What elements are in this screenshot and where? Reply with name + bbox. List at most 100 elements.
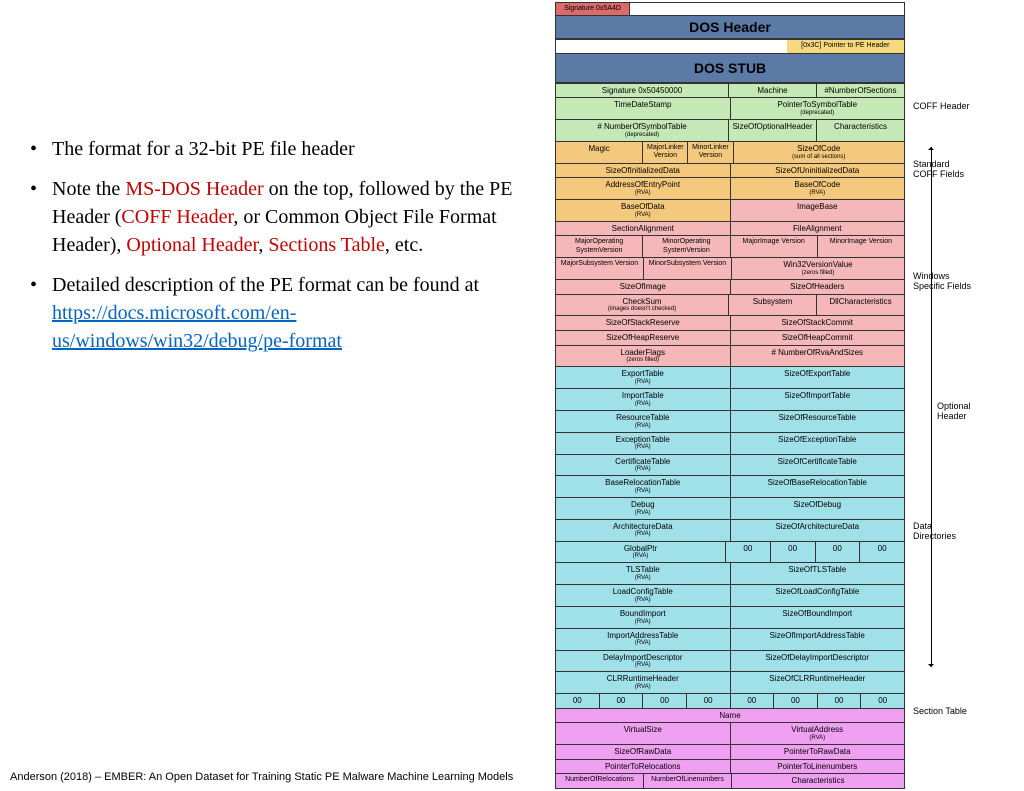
field-cell: Debug(RVA) xyxy=(556,498,731,519)
field-cell: 00 xyxy=(731,694,775,708)
field-cell: PointerToRelocations xyxy=(556,760,731,774)
field-cell: MinorLinker Version xyxy=(688,142,733,163)
field-cell: SizeOfBoundImport xyxy=(731,607,905,628)
field-cell: SizeOfExportTable xyxy=(731,367,905,388)
field-cell: FileAlignment xyxy=(731,222,905,236)
field-cell: VirtualAddress(RVA) xyxy=(731,723,905,744)
field-cell: MinorOperating SystemVersion xyxy=(643,236,730,257)
lbl-sectbl: Section Table xyxy=(913,707,967,717)
field-cell: VirtualSize xyxy=(556,723,731,744)
field-cell: SizeOfCode(sum of all sections) xyxy=(734,142,905,163)
lbl-winspec: Windows Specific Fields xyxy=(913,272,975,292)
field-cell: Magic xyxy=(556,142,643,163)
field-cell: LoadConfigTable(RVA) xyxy=(556,585,731,606)
field-cell: Subsystem xyxy=(729,295,817,316)
field-cell: SizeOfOptionalHeader xyxy=(729,120,817,141)
field-cell: 00 xyxy=(556,694,600,708)
field-cell: #NumberOfSections xyxy=(817,84,904,98)
field-cell: 00 xyxy=(771,542,816,563)
field-cell: 00 xyxy=(726,542,771,563)
field-cell: # NumberOfRvaAndSizes xyxy=(731,346,905,367)
field-cell: 00 xyxy=(860,542,904,563)
field-cell: ImageBase xyxy=(731,200,905,221)
field-cell: AddressOfEntryPoint(RVA) xyxy=(556,178,731,199)
dos-header: DOS Header xyxy=(555,15,905,39)
field-cell: CertificateTable(RVA) xyxy=(556,455,731,476)
citation: Anderson (2018) – EMBER: An Open Dataset… xyxy=(10,771,513,783)
field-cell: Signature 0x50450000 xyxy=(556,84,729,98)
sig-cell: Signature 0x5A4D xyxy=(556,3,630,15)
field-cell: ExceptionTable(RVA) xyxy=(556,433,731,454)
field-cell: ExportTable(RVA) xyxy=(556,367,731,388)
bullet-3: Detailed description of the PE format ca… xyxy=(30,271,530,355)
field-cell: SizeOfHeaders xyxy=(731,280,905,294)
field-cell: PointerToSymbolTable(deprecated) xyxy=(731,98,905,119)
field-cell: ResourceTable(RVA) xyxy=(556,411,731,432)
lbl-datadir: Data Directories xyxy=(913,522,975,542)
field-cell: MajorLinker Version xyxy=(643,142,688,163)
field-cell: Win32VersionValue(zeros filled) xyxy=(732,258,904,279)
field-cell: SizeOfUninitializedData xyxy=(731,164,905,178)
lbl-stdcoff: Standard COFF Fields xyxy=(913,160,975,180)
field-cell: MajorOperating SystemVersion xyxy=(556,236,643,257)
field-cell: SizeOfTLSTable xyxy=(731,563,905,584)
field-cell: SizeOfStackCommit xyxy=(731,316,905,330)
field-cell: SizeOfLoadConfigTable xyxy=(731,585,905,606)
field-cell: SizeOfRawData xyxy=(556,745,731,759)
field-cell: BaseOfCode(RVA) xyxy=(731,178,905,199)
field-cell: SizeOfHeapCommit xyxy=(731,331,905,345)
field-cell: 00 xyxy=(600,694,644,708)
field-cell: ImportTable(RVA) xyxy=(556,389,731,410)
lbl-opthdr: Optional Header xyxy=(937,402,975,422)
field-cell: NumberOfLinenumbers xyxy=(644,774,732,788)
pe-ptr: [0x3C] Pointer to PE Header xyxy=(787,40,904,52)
field-cell: 00 xyxy=(816,542,861,563)
field-cell: SizeOfInitializedData xyxy=(556,164,731,178)
field-cell: DelayImportDescriptor(RVA) xyxy=(556,651,731,672)
field-cell: SizeOfBaseRelocationTable xyxy=(731,476,905,497)
field-cell: BaseRelocationTable(RVA) xyxy=(556,476,731,497)
field-cell: PointerToRawData xyxy=(731,745,905,759)
field-cell: Name xyxy=(556,709,904,723)
field-cell: ImportAddressTable(RVA) xyxy=(556,629,731,650)
lbl-coff: COFF Header xyxy=(913,102,970,112)
field-cell: MajorImage Version xyxy=(731,236,818,257)
field-cell: TLSTable(RVA) xyxy=(556,563,731,584)
field-cell: SizeOfCertificateTable xyxy=(731,455,905,476)
bullet-1: The format for a 32-bit PE file header xyxy=(30,135,530,163)
field-cell: Machine xyxy=(729,84,817,98)
field-cell: PointerToLinenumbers xyxy=(731,760,905,774)
bullet-list: The format for a 32-bit PE file header N… xyxy=(30,135,530,367)
field-cell: 00 xyxy=(643,694,687,708)
field-cell: BaseOfData(RVA) xyxy=(556,200,731,221)
field-cell: SizeOfImportAddressTable xyxy=(731,629,905,650)
field-cell: DllCharacteristics xyxy=(817,295,904,316)
field-cell: # NumberOfSymbolTable(deprecated) xyxy=(556,120,729,141)
field-cell: GlobalPtr(RVA) xyxy=(556,542,726,563)
pe-diagram: Signature 0x5A4D DOS Header [0x3C] Point… xyxy=(555,2,975,788)
field-cell: SectionAlignment xyxy=(556,222,731,236)
field-cell: ArchitectureData(RVA) xyxy=(556,520,731,541)
field-cell: 00 xyxy=(687,694,731,708)
field-cell: SizeOfHeapReserve xyxy=(556,331,731,345)
field-cell: SizeOfDebug xyxy=(731,498,905,519)
field-cell: SizeOfImportTable xyxy=(731,389,905,410)
field-cell: 00 xyxy=(774,694,818,708)
field-cell: Characteristics xyxy=(732,774,904,788)
bullet-2: Note the MS-DOS Header on the top, follo… xyxy=(30,175,530,259)
field-cell: MinorSubsystem Version xyxy=(644,258,732,279)
field-cell: BoundImport(RVA) xyxy=(556,607,731,628)
arrow-optional xyxy=(931,147,932,667)
field-cell: SizeOfCLRRuntimeHeader xyxy=(731,672,905,693)
field-cell: TimeDateStamp xyxy=(556,98,731,119)
field-cell: SizeOfDelayImportDescriptor xyxy=(731,651,905,672)
pe-format-link[interactable]: https://docs.microsoft.com/en-us/windows… xyxy=(52,302,342,352)
field-cell: SizeOfStackReserve xyxy=(556,316,731,330)
field-cell: MajorSubsystem Version xyxy=(556,258,644,279)
field-cell: CheckSum(images doesn't checked) xyxy=(556,295,729,316)
field-cell: CLRRuntimeHeader(RVA) xyxy=(556,672,731,693)
field-cell: SizeOfExceptionTable xyxy=(731,433,905,454)
field-cell: Characteristics xyxy=(817,120,904,141)
field-cell: SizeOfArchitectureData xyxy=(731,520,905,541)
field-cell: MinorImage Version xyxy=(818,236,904,257)
